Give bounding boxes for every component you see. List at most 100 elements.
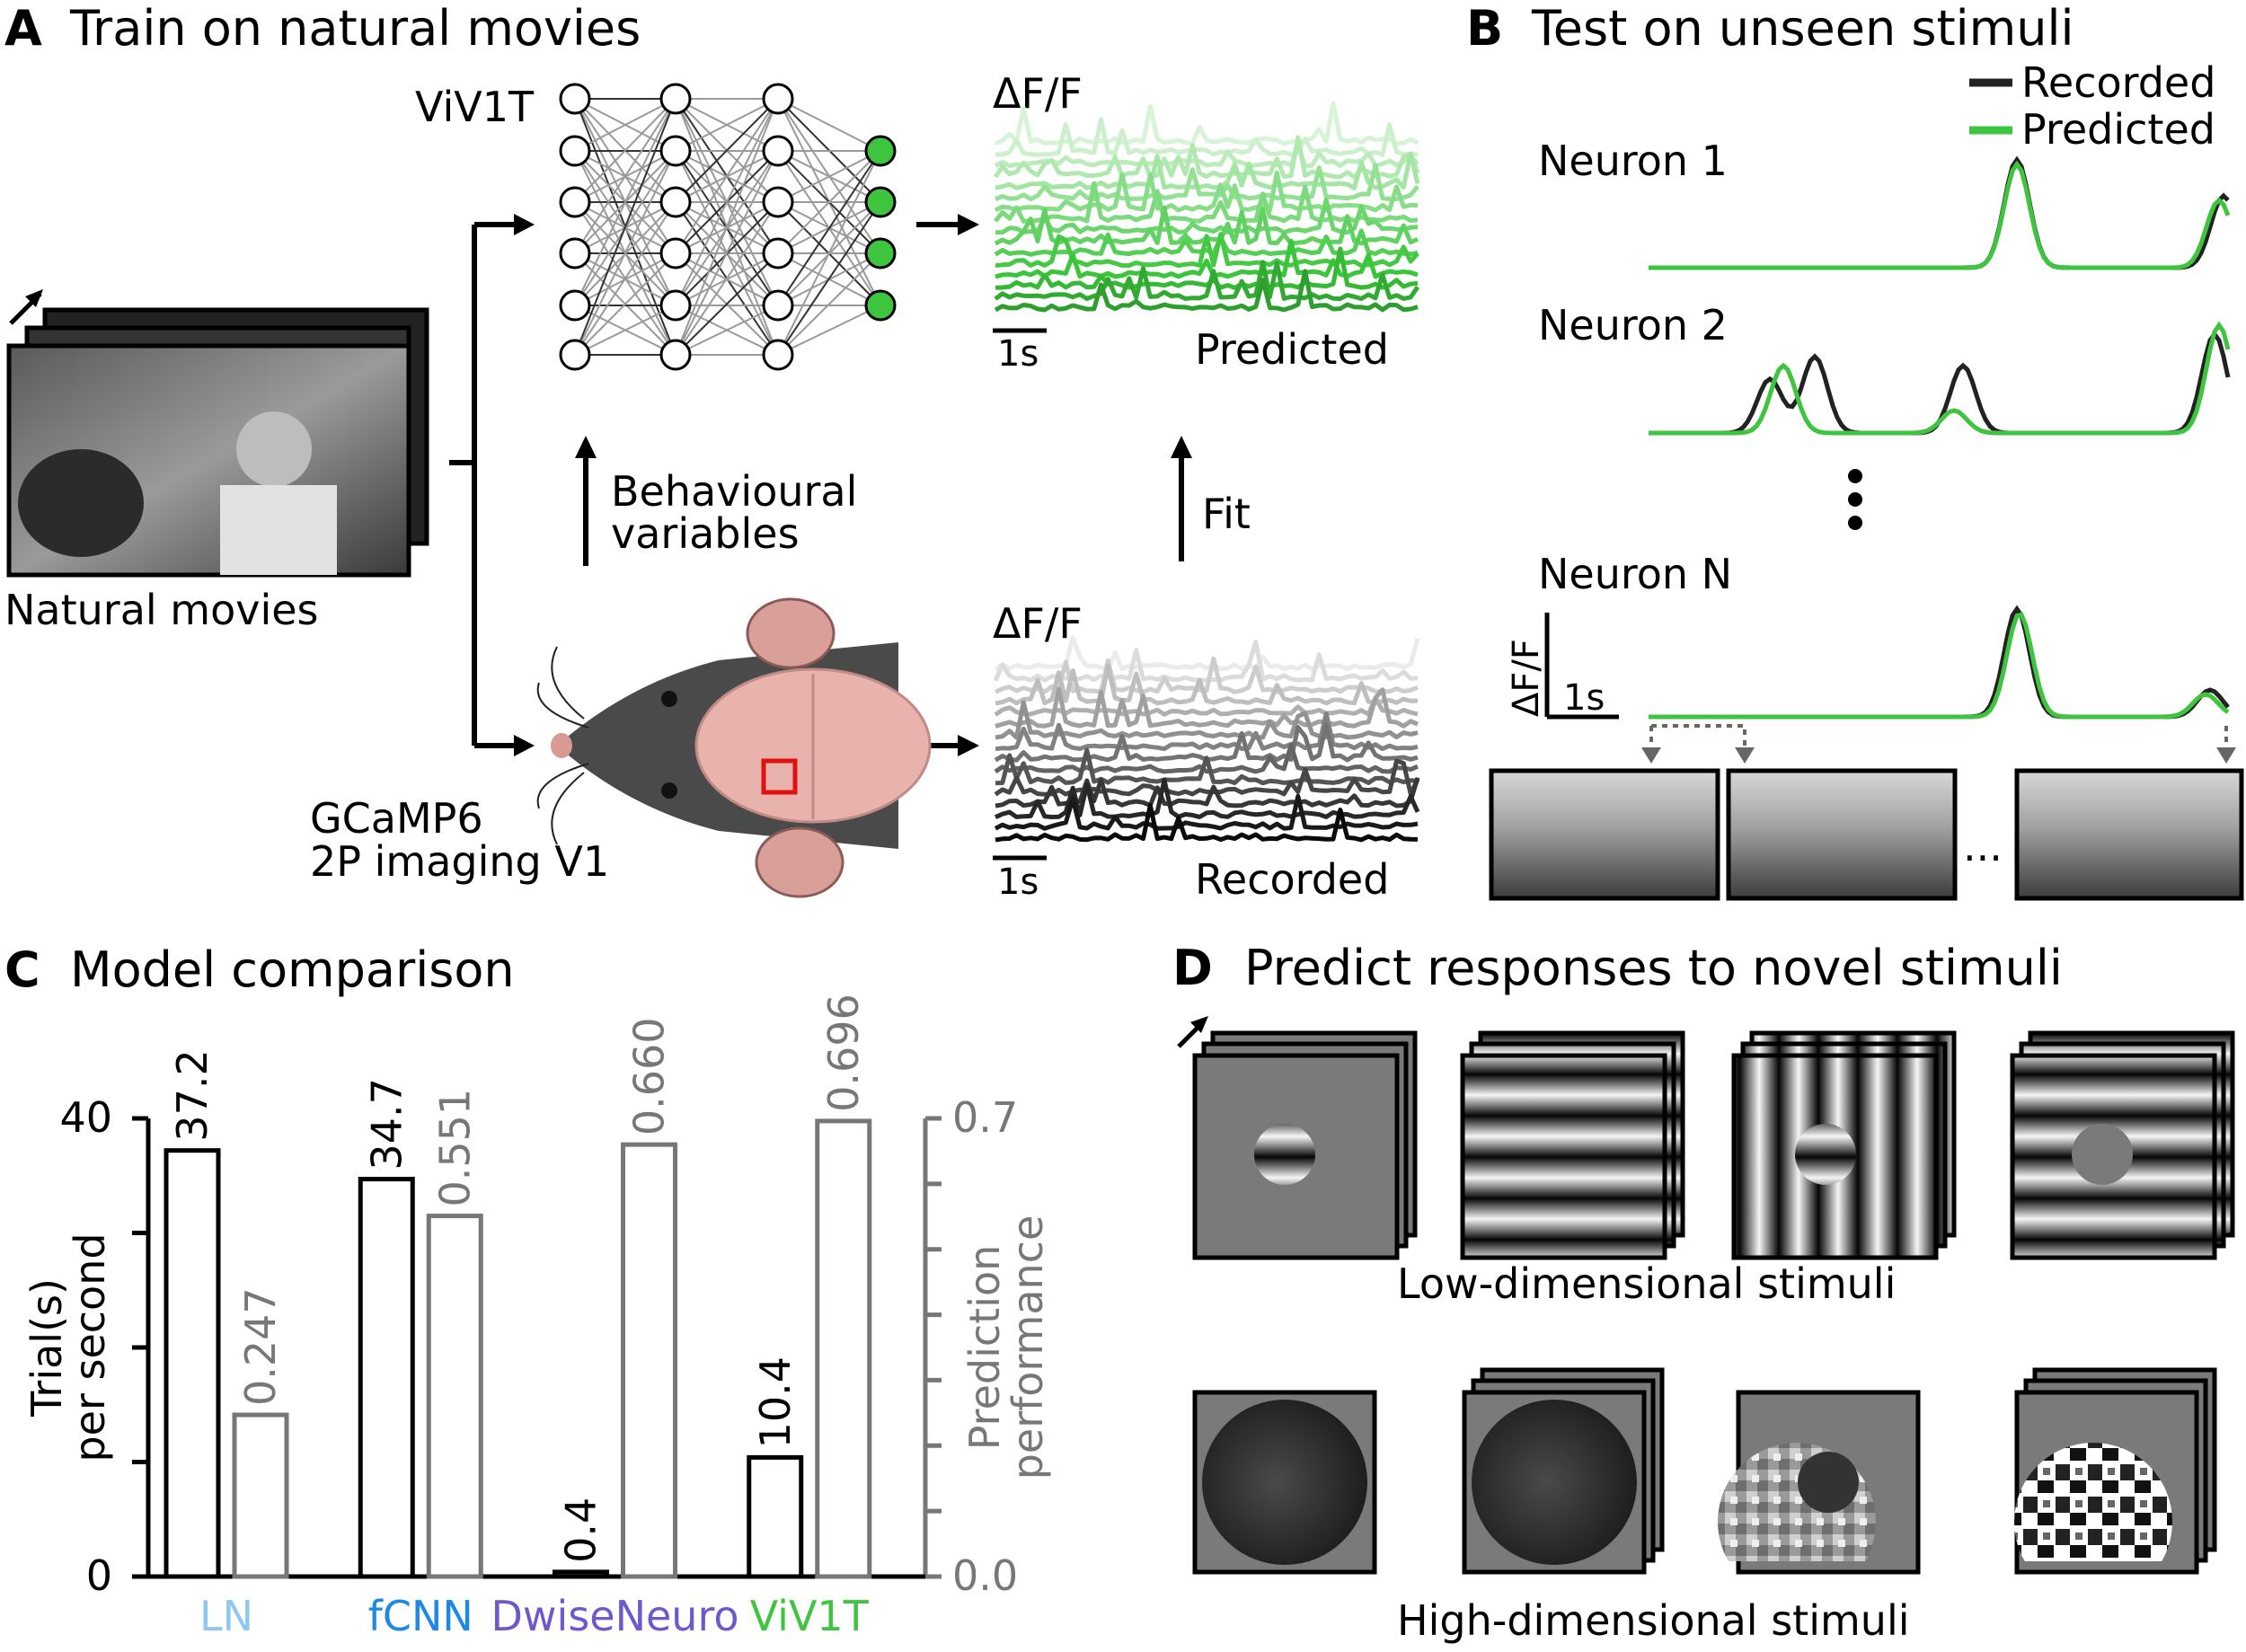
predicted-trace [995, 101, 1419, 146]
network-edge [777, 305, 881, 356]
bar-trials-per-second [164, 1148, 221, 1579]
frame-ellipsis: ... [1963, 822, 2003, 870]
predicted-trace [994, 228, 1419, 257]
mouse-label-1: GCaMP6 [310, 794, 483, 843]
panel-d-title: Predict responses to novel stimuli [1244, 940, 2063, 996]
recorded-trace [995, 747, 1419, 786]
bar-prediction-performance [232, 1412, 289, 1579]
branch-arrows [449, 222, 521, 748]
recorded-trace [994, 743, 1419, 774]
network-node [659, 135, 692, 167]
network-node [559, 339, 591, 371]
stimulus-optimized-movie [2014, 1367, 2217, 1575]
category-label: DwiseNeuro [491, 1592, 739, 1640]
mouse-ear-top [746, 597, 836, 669]
network-edge [675, 98, 779, 356]
fit-label: Fit [1202, 490, 1251, 538]
network-edge [675, 201, 779, 356]
bar-label-trials: 10.4 [751, 1356, 800, 1448]
network-edge [777, 150, 881, 203]
output-neuron [864, 135, 897, 167]
network-edge [777, 98, 881, 152]
dff-axis-label: ΔF/F [1506, 639, 1547, 717]
mouse-ear-bottom [755, 826, 844, 898]
network-edge [574, 150, 676, 356]
bar-label-performance: 0.247 [236, 1287, 285, 1406]
stimulus-optimized-image [1718, 1390, 1921, 1575]
bar-trials-per-second [747, 1454, 804, 1579]
predicted-trace [994, 144, 1419, 169]
v1-imaging-window [761, 758, 798, 795]
network-edge [574, 252, 676, 356]
model-name: ViV1T [415, 83, 535, 131]
low-dim-label: Low-dimensional stimuli [1397, 1259, 1896, 1308]
movie-rat [18, 449, 144, 557]
network-edge [574, 98, 676, 203]
left-axis-label-2: per second [66, 1232, 114, 1462]
output-neuron [864, 237, 897, 269]
neuron-1-label: Neuron 1 [1538, 137, 1728, 185]
mouse-eye-top [661, 691, 677, 707]
predicted-trace [994, 260, 1420, 302]
recorded-trace [995, 664, 1419, 706]
bar-label-trials: 0.4 [557, 1497, 606, 1563]
recorded-trace [995, 686, 1419, 729]
panel-a-title: Train on natural movies [69, 0, 641, 57]
network-edge [574, 98, 676, 254]
bar-label-performance: 0.696 [819, 994, 868, 1112]
mouse-illustration [536, 597, 932, 898]
network-edge [675, 252, 779, 356]
network-edge [675, 305, 779, 356]
network-node [659, 186, 692, 218]
network-edge [675, 150, 779, 356]
network-edge [675, 98, 779, 152]
network-node [762, 237, 794, 269]
panel-b: B Test on unseen stimuli Recorded Predic… [1466, 0, 2244, 901]
network-node [659, 237, 692, 269]
test-frame-3 [2014, 768, 2244, 901]
recorded-trace [994, 656, 1419, 694]
left-tick-label: 40 [59, 1093, 112, 1142]
network-node [559, 237, 591, 269]
test-frame-1 [1489, 768, 1720, 901]
network-edge [675, 98, 779, 306]
stimulus-natural-image [1192, 1390, 1377, 1575]
network-node [762, 289, 794, 322]
panel-b-title: Test on unseen stimuli [1531, 0, 2074, 57]
movie-time-arrowhead [25, 289, 43, 307]
predicted-neuron-trace [1649, 321, 2231, 436]
recorded-trace [995, 776, 1420, 808]
stimulus-grating-patch [1192, 1030, 1418, 1260]
recorded-neuron-trace [1649, 155, 2230, 270]
left-tick-label: 0 [86, 1551, 112, 1600]
network-diagram [559, 83, 897, 371]
network-edge [675, 98, 779, 203]
category-label: ViV1T [750, 1592, 870, 1640]
fit-arrow [1171, 436, 1192, 458]
network-node [762, 83, 794, 115]
predicted-label: Predicted [1195, 325, 1389, 374]
network-node [659, 289, 692, 322]
predicted-trace [994, 269, 1419, 313]
right-axis-label-2: performance [1004, 1215, 1052, 1480]
model-comparison-chart: Trial(s) per second Prediction performan… [22, 994, 1052, 1640]
panel-d-letter: D [1172, 940, 1213, 996]
recorded-trace [995, 711, 1419, 752]
left-axis-label-1: Trial(s) [22, 1278, 71, 1418]
network-edge [777, 201, 881, 356]
panel-b-letter: B [1466, 0, 1503, 57]
network-edge [574, 305, 676, 356]
recorded-trace [995, 803, 1419, 843]
panel-c-title: Model comparison [70, 941, 515, 998]
bar-label-trials: 34.7 [362, 1078, 411, 1170]
test-frame-2 [1726, 768, 1958, 901]
predicted-trace [995, 232, 1419, 269]
predicted-neuron-trace [1649, 160, 2231, 270]
stimulus-full-grating [1460, 1030, 1685, 1260]
network-node [559, 186, 591, 218]
network-edge [777, 150, 881, 254]
recorded-traces [993, 635, 1420, 843]
movie-character-body [220, 485, 337, 575]
network-edge [574, 98, 676, 152]
